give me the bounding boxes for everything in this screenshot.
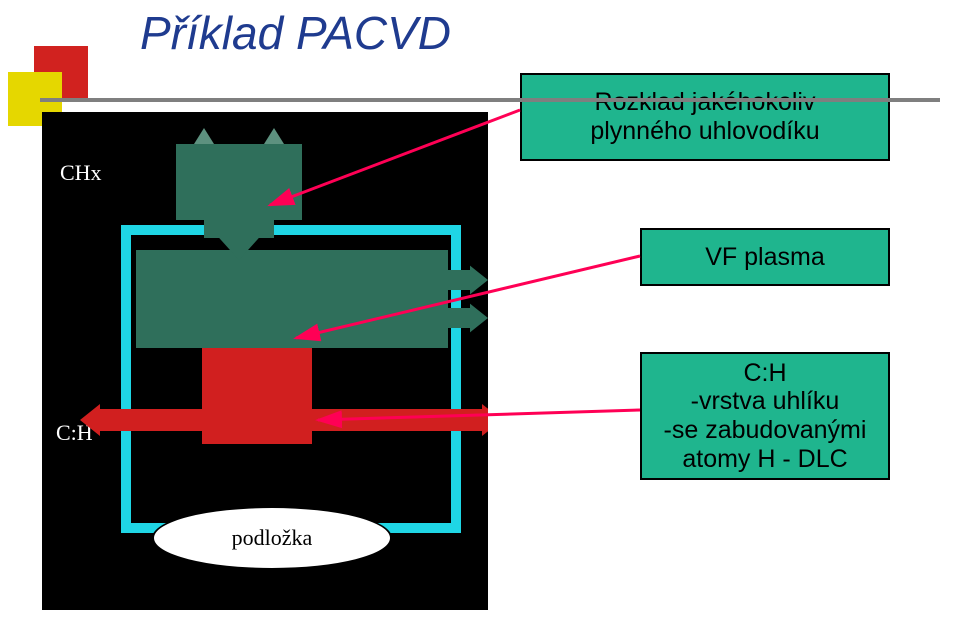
diagram-figure: CHx C:H H2 podložka <box>42 112 488 610</box>
page-title: Příklad PACVD <box>140 6 451 60</box>
callout-line: Rozklad jakéhokoliv <box>595 88 816 117</box>
substrate-ellipse: podložka <box>152 506 392 570</box>
callout-rozklad: Rozklad jakéhokolivplynného uhlovodíku <box>520 73 890 161</box>
callout-vfplasma: VF plasma <box>640 228 890 286</box>
callout-ch: C:H-vrstva uhlíku-se zabudovanýmiatomy H… <box>640 352 890 480</box>
callout-line: plynného uhlovodíku <box>590 117 819 146</box>
callout-line: VF plasma <box>705 243 824 272</box>
substrate-label: podložka <box>232 525 313 551</box>
callout-line: -vrstva uhlíku <box>691 387 840 416</box>
callout-line: C:H <box>743 359 786 388</box>
callout-line: atomy H - DLC <box>682 445 847 474</box>
callout-line: -se zabudovanými <box>664 416 867 445</box>
